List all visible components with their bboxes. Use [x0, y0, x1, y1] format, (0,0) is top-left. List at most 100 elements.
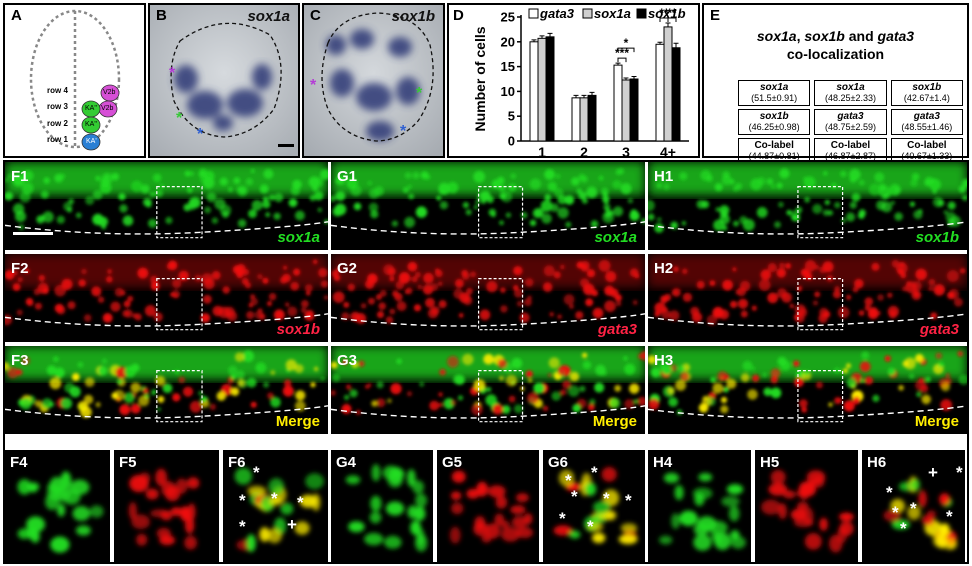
micrograph-g4: G4 [331, 450, 433, 562]
bar-gata3-2 [571, 97, 581, 142]
legend-label: sox1a [594, 6, 631, 21]
gene-label: sox1b [276, 321, 320, 338]
error-bar [673, 42, 679, 48]
cell-label: KA" [85, 121, 97, 128]
panel-label: F3 [11, 352, 29, 369]
cell-label: V2b [103, 89, 116, 96]
error-bar [623, 77, 629, 80]
y-tick-label: 20 [501, 34, 515, 49]
panel-label: H4 [653, 454, 673, 471]
table-cell: sox1b (46.25±0.98) [738, 109, 811, 135]
x-tick-label: 1 [538, 144, 546, 156]
micrograph-g6: G6 * * * * * * * [543, 450, 645, 562]
table-cell: sox1a (51.5±0.91) [738, 80, 811, 106]
panel-c: C sox1b * * * [302, 3, 445, 158]
bar-sox1b-1 [545, 36, 555, 142]
asterisk-marker: * [587, 517, 594, 536]
error-bar [665, 22, 671, 27]
bar-sox1a-4+ [663, 26, 673, 142]
row-label: row 2 [47, 119, 68, 128]
gene-label: gata3 [597, 321, 637, 338]
gene-label: Merge [592, 413, 637, 430]
panel-label: G1 [337, 168, 358, 185]
panel-label: H6 [867, 454, 887, 471]
error-bar [631, 76, 637, 79]
panel-e: E sox1a, sox1b and gata3 co-localization… [702, 3, 969, 164]
micrograph-f2: F2 sox1b [5, 254, 328, 342]
cell-label: KA" [85, 105, 97, 112]
gene-label: sox1b [915, 229, 959, 246]
panel-d: D 0 5 10 15 20 25 Number of cells 1 2 3 4+ * *** ** **… [447, 3, 700, 158]
error-bar [547, 32, 553, 37]
asterisk-marker: * [571, 487, 578, 506]
error-bar [615, 62, 621, 66]
legend-swatch [528, 8, 539, 19]
panel-a: A row 4 row 3 row 2 row 1 V2b V2b KA" KA… [3, 3, 146, 158]
y-tick-label: 0 [508, 134, 515, 149]
x-tick-label: 2 [580, 144, 588, 156]
gene-label: gata3 [919, 321, 959, 338]
bar-gata3-3 [613, 64, 623, 142]
asterisk-marker: * [956, 463, 963, 482]
significance-label: ** [667, 6, 677, 20]
panel-e-title: sox1a, sox1b and gata3 co-localization [756, 28, 915, 62]
micrograph-h5: H5 [755, 450, 858, 562]
error-bar [581, 94, 587, 98]
sox1a-section-image [150, 5, 298, 156]
legend-swatch [582, 8, 593, 19]
y-tick-label: 10 [501, 84, 515, 99]
spinal-cord-schematic [29, 9, 121, 151]
table-cell: sox1b (42.67±1.4) [890, 80, 963, 106]
error-bar [539, 35, 545, 39]
asterisk-marker: * [910, 499, 917, 518]
panel-label: G6 [548, 454, 569, 471]
panel-d-label: D [453, 7, 464, 24]
column-h: H1 sox1b H2 gata3 H3 Merge H4 H5 H6 + * * * * * * [648, 162, 967, 562]
panel-c-gene: sox1b [391, 8, 435, 25]
asterisk-marker: * [565, 471, 572, 490]
significance-bracket [617, 57, 627, 63]
table-cell: sox1a (48.25±2.33) [814, 80, 887, 106]
legend-swatch [636, 8, 647, 19]
significance-label: * [624, 36, 629, 50]
micrograph-f1: F1 sox1a [5, 162, 328, 250]
bar-sox1a-2 [579, 97, 589, 142]
panel-label: F5 [119, 454, 137, 471]
micrograph-f5: F5 [114, 450, 219, 562]
panel-label: G5 [442, 454, 463, 471]
gene-label: Merge [275, 413, 320, 430]
panel-b-gene: sox1a [247, 8, 290, 25]
micrograph-h1: H1 sox1b [648, 162, 967, 250]
table-row: sox1a (51.5±0.91) sox1a (48.25±2.33) sox1b… [738, 80, 963, 106]
micrograph-f4: F4 [5, 450, 110, 562]
blue-asterisk: * [197, 126, 204, 143]
cell-label: KA' [86, 138, 97, 145]
panel-label: G3 [337, 352, 358, 369]
asterisk-marker: * [239, 517, 246, 536]
panel-a-label: A [11, 7, 22, 24]
gene-label: Merge [914, 413, 959, 430]
bar-gata3-4+ [655, 43, 665, 142]
asterisk-marker: * [271, 489, 278, 508]
green-asterisk: * [416, 85, 423, 102]
significance-label: *** [615, 46, 629, 60]
column-g: G1 sox1a G2 gata3 G3 Merge G4 G5 G6 * * * * * * * [331, 162, 645, 562]
micrograph-h6: H6 + * * * * * * [862, 450, 965, 562]
gene-label: sox1a [277, 229, 320, 246]
row-label: row 3 [47, 102, 68, 111]
x-tick-label: 4+ [660, 144, 676, 156]
bar-sox1a-1 [537, 37, 547, 142]
scale-bar [13, 232, 53, 235]
asterisk-marker: * [559, 509, 566, 528]
asterisk-marker: * [886, 483, 893, 502]
panel-e-label: E [710, 7, 721, 24]
magenta-asterisk: * [169, 65, 176, 82]
significance-bracket [667, 17, 677, 22]
error-bar [589, 91, 595, 96]
cell-label: V2b [101, 105, 114, 112]
gene-label: sox1a [594, 229, 637, 246]
table-row: Co-label (44.87±0.81) Co-label (46.87±2.87… [738, 138, 963, 164]
y-tick-label: 5 [508, 109, 515, 124]
row-label: row 4 [47, 86, 68, 95]
table-row: sox1b (46.25±0.98) gata3 (48.75±2.59) gata… [738, 109, 963, 135]
